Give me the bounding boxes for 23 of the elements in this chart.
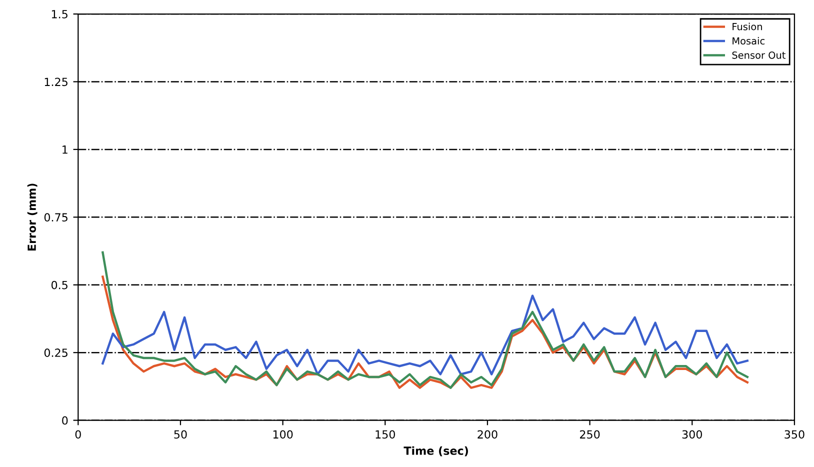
- x-axis-title: Time (sec): [404, 446, 468, 456]
- x-tick-label: 350: [784, 430, 804, 439]
- x-tick-label: 250: [580, 430, 600, 439]
- legend-label: Mosaic: [732, 37, 764, 45]
- legend-label: Fusion: [732, 22, 762, 30]
- line-series: [102, 276, 748, 389]
- y-tick-label: 0.75: [44, 213, 68, 222]
- x-tick-label: 150: [376, 430, 396, 439]
- y-tick-label: 1.5: [52, 10, 68, 18]
- y-tick-label: 0: [62, 416, 68, 425]
- y-tick-label: 0.25: [44, 348, 68, 357]
- x-tick-label: 50: [174, 430, 187, 439]
- x-tick-label: 200: [478, 430, 498, 439]
- line-series: [102, 251, 748, 389]
- x-tick-label: 300: [682, 430, 702, 439]
- line-series: [102, 294, 748, 376]
- x-tick-label: 0: [75, 430, 81, 439]
- y-tick-label: 0.5: [51, 280, 68, 290]
- y-tick-label: 1.25: [44, 78, 68, 86]
- y-tick-label: 1: [62, 146, 68, 154]
- legend-label: Sensor Out: [732, 51, 786, 59]
- x-tick-label: 100: [273, 430, 293, 439]
- y-axis-title: Error (mm): [27, 184, 38, 251]
